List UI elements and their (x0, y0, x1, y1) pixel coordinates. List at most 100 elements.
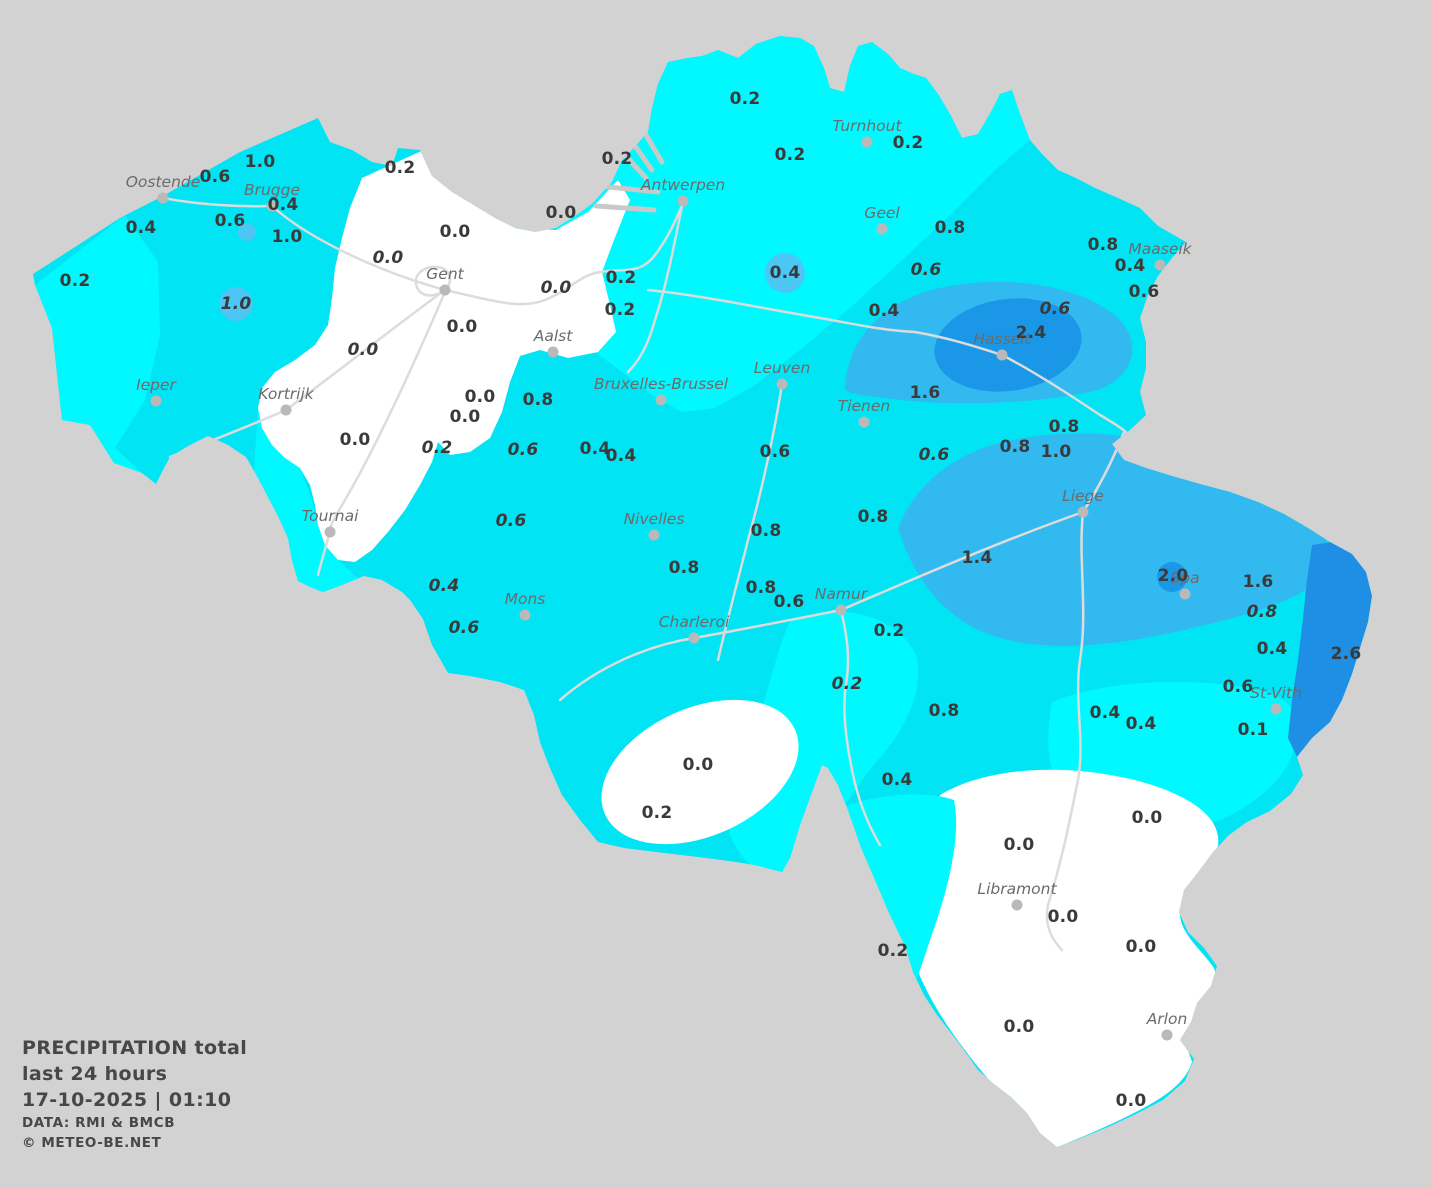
precip-value-label: 0.6 (214, 211, 246, 231)
precip-zone-light-north (545, 36, 1030, 412)
city-dot-turnhout (861, 136, 873, 148)
precip-value-label: 0.4 (1114, 256, 1146, 276)
precip-value-label: 0.6 (495, 511, 527, 531)
city-label-tienen: Tienen (837, 397, 891, 415)
city-label-liege: Liege (1062, 487, 1104, 505)
precip-value-label: 0.4 (1089, 703, 1121, 723)
precip-value-label: 0.4 (125, 218, 157, 238)
precip-value-label: 0.8 (522, 390, 554, 410)
precip-value-label: 0.8 (1087, 235, 1119, 255)
precip-value-label: 0.8 (934, 218, 966, 238)
precip-blob-east-26 (1288, 542, 1372, 757)
city-dot-geel (876, 223, 888, 235)
river-brugge-gent-canal (270, 204, 447, 292)
city-dot-leuven (776, 378, 788, 390)
precip-value-label: 1.0 (220, 294, 252, 314)
precip-value-label: 0.2 (877, 941, 909, 961)
precip-value-label: 0.2 (892, 133, 924, 153)
precip-value-label: 0.0 (347, 340, 379, 360)
precip-value-label: 0.0 (1125, 937, 1157, 957)
precip-value-label: 0.4 (1256, 639, 1288, 659)
city-dot-liege (1077, 506, 1089, 518)
city-label-arlon: Arlon (1146, 1010, 1188, 1028)
river-schelde-lower (443, 201, 685, 306)
precip-value-label: 0.6 (507, 440, 539, 460)
precip-zone-zero-ardennes (906, 769, 1219, 1147)
city-label-brugge: Brugge (243, 181, 301, 199)
precip-value-label: 0.4 (605, 446, 637, 466)
city-dot-hasselt (996, 349, 1008, 361)
precip-value-label: 0.0 (449, 407, 481, 427)
city-label-ieper: Ieper (136, 376, 176, 394)
precip-value-label: 0.2 (641, 803, 673, 823)
precip-value-label: 0.0 (1131, 808, 1163, 828)
precip-value-label: 1.4 (961, 548, 993, 568)
city-label-hasselt: Hasselt (973, 330, 1031, 348)
precip-value-label: 0.8 (928, 701, 960, 721)
rivers-layer (161, 196, 1128, 952)
precip-value-label: 0.2 (604, 300, 636, 320)
city-label-kortrijk: Kortrijk (258, 385, 314, 403)
precip-value-label: 0.6 (1039, 299, 1071, 319)
precip-zone-light-tournai (254, 408, 390, 636)
precip-value-label: 0.8 (1048, 417, 1080, 437)
dock-line (593, 203, 657, 213)
city-dot-aalst (547, 346, 559, 358)
city-label-oostende: Oostende (125, 173, 201, 191)
precip-value-label: 0.6 (199, 167, 231, 187)
precip-value-label: 0.6 (1222, 677, 1254, 697)
precip-value-label: 0.2 (421, 438, 453, 458)
city-label-charleroi: Charleroi (658, 613, 730, 631)
precip-value-label: 0.8 (668, 558, 700, 578)
precip-value-label: 1.0 (271, 227, 303, 247)
city-dot-kortrijk (280, 404, 292, 416)
precip-value-label: 0.0 (1047, 907, 1079, 927)
precip-value-label: 0.0 (464, 387, 496, 407)
map-subtitle: last 24 hours (22, 1062, 168, 1085)
precip-value-label: 0.0 (540, 278, 572, 298)
precip-value-label: 0.0 (1115, 1091, 1147, 1111)
river-meuse-south (839, 608, 882, 847)
precip-value-label: 0.0 (446, 317, 478, 337)
precip-zone-light-tongue (845, 794, 957, 1016)
precip-value-label: 0.2 (774, 145, 806, 165)
precip-value-label: 0.2 (59, 271, 91, 291)
city-label-nivelles: Nivelles (623, 510, 685, 528)
precip-value-label: 0.8 (745, 578, 777, 598)
city-label-gent: Gent (426, 265, 464, 283)
precip-spot-brugge (219, 287, 253, 321)
city-dot-maaseik (1154, 259, 1166, 271)
river-meuse-namur-liege (839, 510, 1085, 612)
city-dot-gent (439, 284, 451, 296)
precip-value-label: 0.2 (729, 89, 761, 109)
map-datetime: 17-10-2025 | 01:10 (22, 1088, 232, 1111)
precip-value-label: 0.6 (773, 592, 805, 612)
city-label-st-vith: St-Vith (1250, 684, 1302, 702)
precip-value-label: 0.2 (384, 158, 416, 178)
precip-value-label: 0.8 (857, 507, 889, 527)
city-dot-st-vith (1270, 703, 1282, 715)
precip-value-label: 0.2 (831, 674, 863, 694)
precip-value-label: 2.6 (1330, 644, 1362, 664)
precip-value-label: 1.0 (244, 152, 276, 172)
precip-value-label: 0.6 (759, 442, 791, 462)
precip-value-label: 0.4 (579, 439, 611, 459)
city-label-bruxelles-brussel: Bruxelles-Brussel (593, 375, 729, 393)
precip-value-label: 0.4 (428, 576, 460, 596)
city-dot-antwerpen (677, 195, 689, 207)
river-ourthe (1045, 510, 1085, 952)
city-label-mons: Mons (504, 590, 546, 608)
city-dot-nivelles (648, 529, 660, 541)
precip-value-label: 0.4 (881, 770, 913, 790)
precip-blob-hasselt-24 (934, 298, 1082, 392)
city-label-tournai: Tournai (301, 507, 359, 525)
precip-value-label: 0.2 (605, 268, 637, 288)
precip-value-label: 0.8 (750, 521, 782, 541)
precip-value-label: 0.0 (339, 430, 371, 450)
city-dot-spa (1179, 588, 1191, 600)
river-albert-canal (646, 288, 1128, 434)
precip-value-label: 0.0 (439, 222, 471, 242)
city-label-aalst: Aalst (533, 327, 573, 345)
precip-value-label: 0.0 (545, 203, 577, 223)
